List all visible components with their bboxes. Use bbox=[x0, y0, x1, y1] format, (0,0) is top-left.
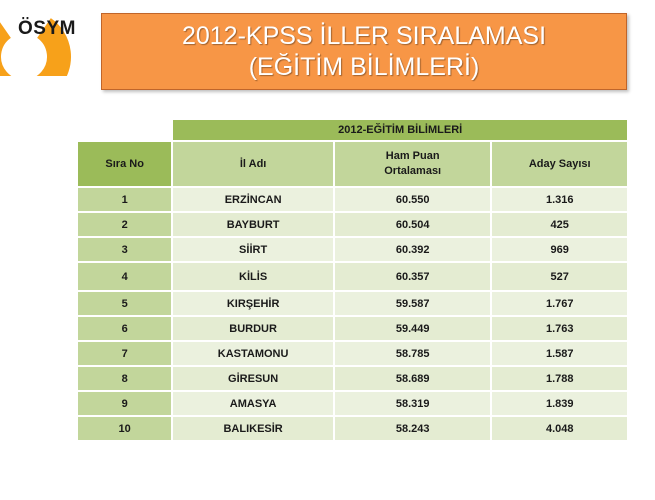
count-cell: 1.767 bbox=[492, 292, 627, 315]
table-row: 6 BURDUR 59.449 1.763 bbox=[78, 317, 627, 340]
table-row: 10 BALIKESİR 58.243 4.048 bbox=[78, 417, 627, 440]
rank-cell: 1 bbox=[78, 188, 172, 211]
table-row: 5 KIRŞEHİR 59.587 1.767 bbox=[78, 292, 627, 315]
title-line-1: 2012-KPSS İLLER SIRALAMASI bbox=[181, 21, 547, 50]
header-score-line1: Ham Puan bbox=[385, 150, 440, 162]
count-cell: 527 bbox=[492, 263, 627, 290]
province-cell: AMASYA bbox=[173, 392, 333, 415]
score-cell: 59.449 bbox=[334, 317, 491, 340]
table-row: 3 SİİRT 60.392 969 bbox=[78, 238, 627, 261]
score-cell: 58.319 bbox=[334, 392, 491, 415]
logo-text: ÖSYM bbox=[18, 18, 76, 39]
rank-cell: 4 bbox=[78, 263, 172, 290]
count-cell: 1.788 bbox=[492, 367, 627, 390]
score-cell: 58.243 bbox=[334, 417, 491, 440]
score-cell: 60.550 bbox=[334, 188, 491, 211]
rank-cell: 2 bbox=[78, 213, 172, 236]
count-cell: 1.587 bbox=[492, 342, 627, 365]
count-cell: 4.048 bbox=[492, 417, 627, 440]
rank-cell: 10 bbox=[78, 417, 172, 440]
title-line-2: (EĞİTİM BİLİMLERİ) bbox=[248, 52, 480, 81]
score-cell: 58.689 bbox=[334, 367, 491, 390]
province-cell: ERZİNCAN bbox=[173, 188, 333, 211]
header-province: İl Adı bbox=[173, 142, 333, 186]
header-score-line2: Ortalaması bbox=[384, 165, 442, 177]
header-score: Ham Puan Ortalaması bbox=[334, 142, 491, 186]
rank-cell: 6 bbox=[78, 317, 172, 340]
score-cell: 60.357 bbox=[334, 263, 491, 290]
rank-cell: 8 bbox=[78, 367, 172, 390]
province-cell: BAYBURT bbox=[173, 213, 333, 236]
province-cell: BURDUR bbox=[173, 317, 333, 340]
table-row: 8 GİRESUN 58.689 1.788 bbox=[78, 367, 627, 390]
province-cell: KASTAMONU bbox=[173, 342, 333, 365]
table-row: 1 ERZİNCAN 60.550 1.316 bbox=[78, 188, 627, 211]
count-cell: 1.316 bbox=[492, 188, 627, 211]
ranking-table: 2012-EĞİTİM BİLİMLERİ Sıra No İl Adı Ham… bbox=[76, 118, 629, 442]
rank-cell: 3 bbox=[78, 238, 172, 261]
count-cell: 1.839 bbox=[492, 392, 627, 415]
score-cell: 59.587 bbox=[334, 292, 491, 315]
province-cell: KIRŞEHİR bbox=[173, 292, 333, 315]
rank-cell: 7 bbox=[78, 342, 172, 365]
province-cell: SİİRT bbox=[173, 238, 333, 261]
osym-logo-icon bbox=[0, 18, 71, 104]
score-cell: 60.392 bbox=[334, 238, 491, 261]
header-rank: Sıra No bbox=[78, 142, 172, 186]
province-cell: KİLİS bbox=[173, 263, 333, 290]
table-row: 7 KASTAMONU 58.785 1.587 bbox=[78, 342, 627, 365]
score-cell: 58.785 bbox=[334, 342, 491, 365]
rank-cell: 9 bbox=[78, 392, 172, 415]
table-row: 4 KİLİS 60.357 527 bbox=[78, 263, 627, 290]
province-cell: GİRESUN bbox=[173, 367, 333, 390]
province-cell: BALIKESİR bbox=[173, 417, 333, 440]
header-count: Aday Sayısı bbox=[492, 142, 627, 186]
table-row: 9 AMASYA 58.319 1.839 bbox=[78, 392, 627, 415]
table-row: 2 BAYBURT 60.504 425 bbox=[78, 213, 627, 236]
group-header: 2012-EĞİTİM BİLİMLERİ bbox=[173, 120, 627, 140]
count-cell: 969 bbox=[492, 238, 627, 261]
count-cell: 1.763 bbox=[492, 317, 627, 340]
table-corner-blank bbox=[78, 120, 171, 140]
score-cell: 60.504 bbox=[334, 213, 491, 236]
rank-cell: 5 bbox=[78, 292, 172, 315]
title-banner: 2012-KPSS İLLER SIRALAMASI (EĞİTİM BİLİM… bbox=[101, 13, 627, 90]
count-cell: 425 bbox=[492, 213, 627, 236]
osym-logo: ÖSYM bbox=[0, 6, 110, 104]
